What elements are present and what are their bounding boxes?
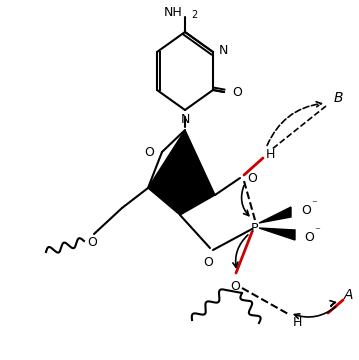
Text: P: P — [251, 221, 259, 234]
Text: B: B — [333, 91, 343, 105]
Text: ⁻: ⁻ — [314, 226, 320, 236]
FancyArrowPatch shape — [330, 301, 335, 306]
Text: H: H — [292, 316, 302, 329]
Text: NH: NH — [164, 5, 183, 18]
Text: O: O — [232, 86, 242, 99]
Polygon shape — [259, 228, 295, 240]
Text: O: O — [144, 145, 154, 158]
Text: A: A — [343, 288, 353, 302]
Text: O: O — [87, 235, 97, 248]
FancyArrowPatch shape — [294, 307, 336, 319]
Text: ⁻: ⁻ — [311, 199, 317, 209]
Text: N: N — [180, 113, 190, 126]
Polygon shape — [259, 207, 291, 223]
Text: O: O — [203, 256, 213, 269]
Text: O: O — [247, 171, 257, 185]
Text: O: O — [230, 279, 240, 292]
FancyArrowPatch shape — [242, 185, 249, 216]
FancyArrowPatch shape — [267, 102, 321, 145]
Text: H: H — [265, 148, 275, 161]
Text: O: O — [301, 203, 311, 216]
Text: N: N — [219, 44, 228, 57]
Text: 2: 2 — [191, 10, 197, 20]
Text: O: O — [304, 230, 314, 243]
Polygon shape — [148, 130, 215, 215]
FancyArrowPatch shape — [233, 235, 248, 267]
